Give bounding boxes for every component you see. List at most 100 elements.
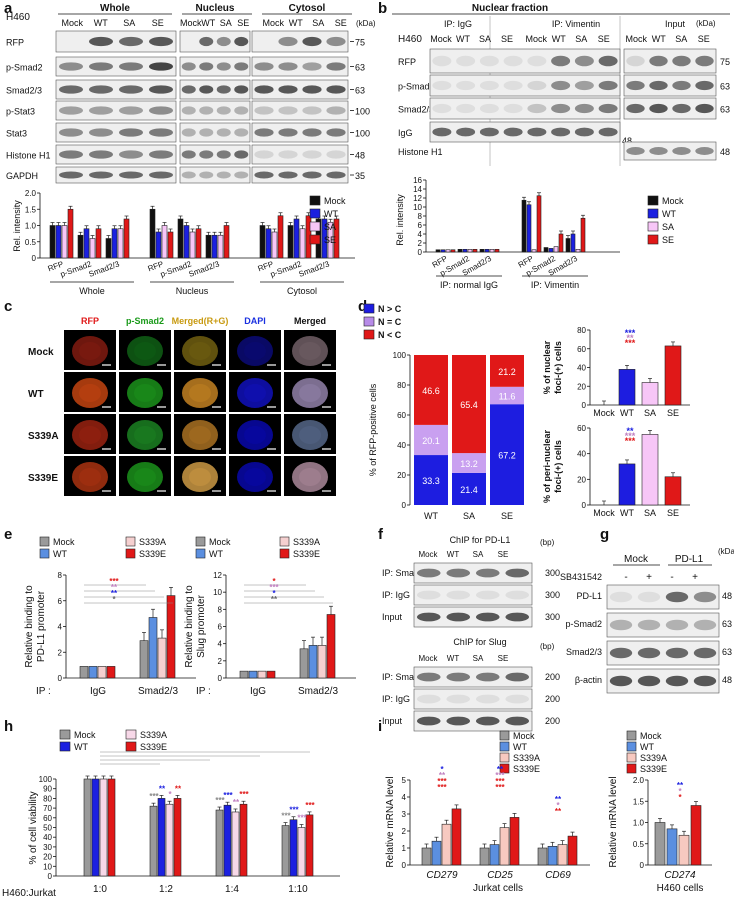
blot-band	[199, 36, 214, 47]
a-group-label: Cytosol	[287, 286, 317, 296]
a-lane-label: WT	[201, 18, 215, 28]
blot-band	[665, 619, 689, 631]
blot-band	[119, 106, 143, 115]
a-bar	[183, 225, 190, 259]
i-gene-label: CD25	[487, 870, 513, 881]
y-tick-label: 0	[48, 872, 53, 881]
c-nucleus	[134, 384, 156, 402]
e-legend-swatch	[39, 548, 50, 559]
blot-band	[432, 127, 452, 137]
b-blot-kda: 48	[720, 147, 730, 157]
e-ylabel-1: Relative binding to	[24, 585, 35, 668]
blot-band	[695, 147, 714, 155]
c-nucleus	[189, 384, 211, 402]
blot-band	[693, 619, 717, 631]
a-bar	[293, 218, 300, 259]
e-bar	[266, 670, 276, 679]
a-blot-kda: 100	[355, 129, 370, 139]
blot-band	[695, 103, 714, 114]
d-stack-segment	[452, 453, 486, 473]
a-blot-whole	[55, 122, 177, 143]
a-bar	[217, 234, 224, 259]
f-row-label: IP: Smad2/3	[382, 568, 432, 578]
blot-band	[672, 80, 691, 91]
blot-band	[89, 150, 113, 159]
i-sig: **	[497, 765, 504, 774]
a-lane-label: SA	[123, 18, 135, 28]
g-blot-label: p-Smad2	[565, 619, 602, 629]
y-tick-label: 14	[413, 185, 422, 194]
h-category-label: 1:10	[288, 884, 308, 895]
f-bp: 200	[545, 716, 560, 726]
i-legend-label: S339A	[640, 753, 667, 763]
a-blot-nucleus	[179, 122, 251, 143]
d-legend-swatch	[363, 329, 375, 340]
g-blot-label: β-actin	[575, 675, 602, 685]
b-blot-label: IgG	[398, 128, 413, 138]
blot-band	[216, 85, 231, 94]
blot-band	[119, 171, 143, 179]
b-bar	[570, 233, 576, 253]
g-blot-kda: 48	[722, 675, 732, 685]
b-lane-label: SE	[501, 34, 513, 44]
c-nucleus	[299, 426, 321, 444]
blot-band	[119, 150, 143, 159]
d-stack-segment	[490, 355, 524, 387]
b-blot-input	[623, 97, 717, 120]
d-stack-segment	[414, 424, 448, 456]
e-bar	[88, 666, 98, 679]
d-legend-swatch	[363, 303, 375, 314]
d-stack-segment	[490, 404, 524, 505]
blot-band	[475, 672, 500, 682]
a-blot-kda: 100	[355, 107, 370, 117]
y-tick-label: 2	[218, 657, 223, 666]
blot-band	[199, 62, 214, 71]
blot-band	[302, 128, 322, 137]
b-bar	[467, 249, 473, 253]
y-tick-label: 70	[43, 804, 52, 813]
a-lane-label: SE	[237, 18, 249, 28]
blot-band	[234, 150, 249, 159]
a-legend-swatch	[309, 195, 321, 206]
h-bar	[149, 805, 158, 877]
i-bar-right	[690, 805, 702, 866]
d-sig: ***	[625, 431, 636, 441]
d-stack-segment	[452, 355, 486, 454]
y-tick-label: 1	[402, 844, 407, 853]
d-legend-label: N > C	[378, 304, 402, 314]
a-blot-cytosol	[251, 122, 349, 143]
b-lane-label: SA	[479, 34, 491, 44]
f-gel-strip	[413, 606, 533, 628]
a-bar	[77, 234, 84, 259]
blot-band	[503, 80, 523, 91]
g-group-label: PD-L1	[675, 554, 704, 565]
b-lane-label: Mock	[625, 34, 647, 44]
blot-band	[326, 85, 346, 94]
blot-band	[626, 103, 645, 114]
d-stack-segment	[490, 386, 524, 405]
blot-band	[432, 103, 452, 114]
panel-letter-h: h	[4, 718, 14, 735]
panel-letter-b: b	[378, 0, 388, 17]
f-bp-header: (bp)	[540, 538, 555, 547]
b-bar	[440, 249, 446, 253]
a-legend-swatch	[309, 234, 321, 245]
i-bar	[509, 817, 520, 866]
d-category-label: SE	[501, 511, 513, 521]
f-lane-label: WT	[447, 654, 460, 663]
a-blot-label: RFP	[6, 38, 24, 48]
y-tick-label: 20	[577, 382, 586, 391]
a-legend-swatch	[309, 208, 321, 219]
b-lane-label: SA	[575, 34, 587, 44]
e-ip-label: IP :	[196, 686, 211, 697]
b-blot-igg	[429, 121, 621, 143]
b-kda-header: (kDa)	[696, 19, 716, 28]
c-nucleus	[244, 426, 266, 444]
e-legend-swatch	[195, 536, 206, 547]
blot-band	[475, 716, 500, 726]
blot-band	[149, 106, 173, 115]
y-tick-label: 1.5	[633, 797, 645, 806]
a-group-title: Whole	[100, 3, 130, 14]
e-bar	[239, 670, 249, 679]
h-legend-label: S339A	[140, 730, 167, 740]
